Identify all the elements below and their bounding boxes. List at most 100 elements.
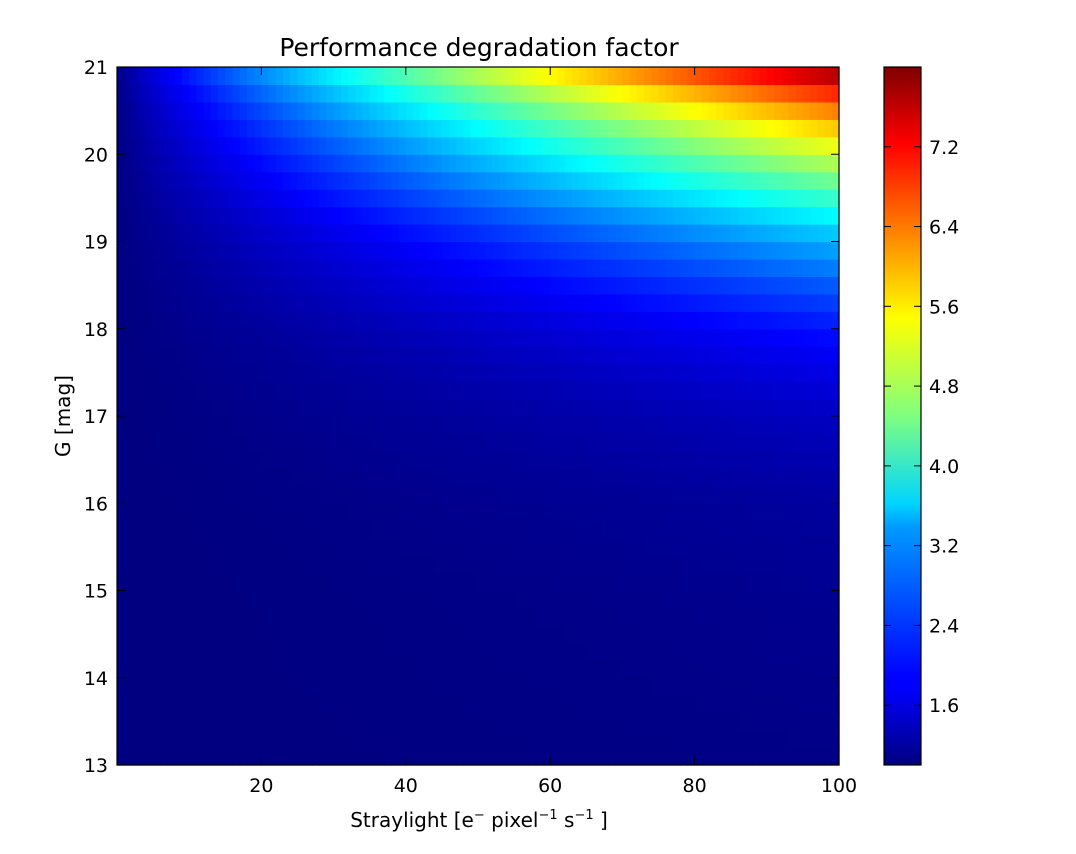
heatmap-cell [254,590,262,609]
heatmap-cell [521,171,530,190]
heatmap-cell [564,573,573,592]
heatmap-cell [355,695,364,714]
heatmap-cell [528,485,537,504]
heatmap-cell [348,276,356,295]
heatmap-cell [499,293,508,312]
heatmap-cell [326,136,335,155]
heatmap-cell [369,84,378,103]
heatmap-cell [622,433,631,452]
heatmap-cell [651,84,660,103]
heatmap-cell [420,136,429,155]
heatmap-cell [333,677,342,696]
heatmap-cell [521,241,530,260]
heatmap-cell [535,433,544,452]
heatmap-cell [658,293,667,312]
heatmap-cell [225,276,234,295]
heatmap-cell [362,625,371,644]
heatmap-cell [456,433,465,452]
heatmap-cell [203,712,212,731]
heatmap-cell [326,171,335,190]
heatmap-cell [644,520,652,539]
heatmap-cell [506,363,515,382]
heatmap-cell [441,241,450,260]
heatmap-cell [268,677,277,696]
heatmap-cell [210,416,219,435]
heatmap-cell [348,416,356,435]
heatmap-cell [340,67,349,86]
heatmap-cell [145,642,154,661]
heatmap-cell [535,398,544,417]
heatmap-cell [521,311,530,330]
heatmap-cell [290,573,299,592]
heatmap-cell [535,677,544,696]
heatmap-cell [774,520,782,539]
heatmap-cell [254,171,262,190]
heatmap-cell [687,346,696,365]
heatmap-cell [470,590,479,609]
heatmap-cell [376,712,385,731]
heatmap-cell [694,363,703,382]
heatmap-cell [781,450,790,469]
heatmap-cell [261,607,270,626]
heatmap-cell [290,67,299,86]
heatmap-cell [405,538,414,557]
heatmap-cell [788,695,797,714]
heatmap-cell [362,590,371,609]
heatmap-cell [810,328,818,347]
heatmap-cell [665,241,674,260]
heatmap-cell [665,468,674,487]
heatmap-cell [817,625,826,644]
heatmap-cell [824,328,833,347]
heatmap-cell [210,677,219,696]
heatmap-cell [210,747,219,766]
heatmap-cell [391,677,400,696]
heatmap-cell [737,101,746,120]
heatmap-cell [817,590,826,609]
heatmap-cell [622,573,631,592]
heatmap-cell [434,101,443,120]
heatmap-cell [268,642,277,661]
heatmap-cell [196,695,205,714]
heatmap-cell [593,189,602,208]
heatmap-cell [824,712,833,731]
heatmap-cell [218,328,226,347]
heatmap-cell [817,747,826,766]
heatmap-cell [795,276,804,295]
heatmap-cell [550,555,559,574]
heatmap-cell [196,189,205,208]
heatmap-cell [138,206,147,225]
heatmap-cell [651,468,660,487]
heatmap-cell [528,154,537,173]
heatmap-cell [326,485,335,504]
heatmap-cell [203,381,212,400]
heatmap-cell [398,398,407,417]
heatmap-cell [196,241,205,260]
heatmap-cell [723,171,732,190]
heatmap-cell [550,398,559,417]
heatmap-cell [427,276,436,295]
heatmap-cell [449,189,457,208]
heatmap-cell [550,642,559,661]
heatmap-cell [709,485,717,504]
heatmap-cell [579,590,587,609]
heatmap-cell [571,433,580,452]
heatmap-cell [181,730,190,749]
heatmap-cell [239,101,248,120]
heatmap-cell [218,625,226,644]
heatmap-cell [441,642,450,661]
heatmap-cell [759,607,768,626]
heatmap-cell [557,555,566,574]
heatmap-cell [124,677,133,696]
heatmap-cell [680,311,688,330]
heatmap-cell [810,590,818,609]
heatmap-cell [441,416,450,435]
heatmap-cell [362,171,371,190]
heatmap-cell [644,189,652,208]
heatmap-cell [781,381,790,400]
heatmap-cell [571,346,580,365]
heatmap-cell [781,346,790,365]
heatmap-cell [737,485,746,504]
heatmap-cell [622,241,631,260]
heatmap-cell [514,712,522,731]
heatmap-cell [795,224,804,243]
